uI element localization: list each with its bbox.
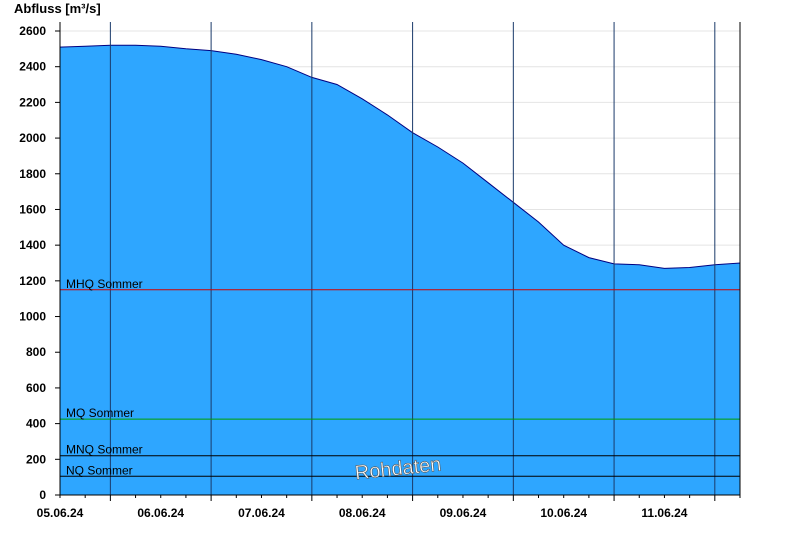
- y-tick-label: 400: [26, 417, 46, 431]
- reference-line-label: MQ Sommer: [66, 406, 134, 420]
- y-tick-label: 800: [26, 345, 46, 359]
- y-tick-label: 1000: [19, 310, 46, 324]
- y-tick-label: 1800: [19, 167, 46, 181]
- x-tick-label: 08.06.24: [339, 506, 386, 520]
- y-tick-label: 1600: [19, 202, 46, 216]
- day-separator-lines: [109, 22, 716, 495]
- y-tick-label: 2000: [19, 131, 46, 145]
- x-tick-label: 05.06.24: [37, 506, 84, 520]
- reference-line-label: MHQ Sommer: [66, 277, 143, 291]
- y-tick-label: 0: [39, 488, 46, 502]
- y-tick-label: 2600: [19, 24, 46, 38]
- y-tick-label: 1200: [19, 274, 46, 288]
- x-tick-label: 11.06.24: [641, 506, 687, 520]
- axes: [59, 22, 741, 496]
- reference-lines: MHQ Sommer MQ Sommer MNQ Sommer NQ Sommer: [60, 277, 740, 477]
- y-tick-label: 2400: [19, 60, 46, 74]
- x-ticks: 05.06.24 06.06.24 07.06.24 08.06.24 09.06.24…: [37, 495, 741, 520]
- reference-line-label: MNQ Sommer: [66, 443, 143, 457]
- x-tick-label: 06.06.24: [137, 506, 184, 520]
- y-tick-label: 200: [26, 452, 46, 466]
- y-tick-label: 2200: [19, 95, 46, 109]
- x-tick-label: 09.06.24: [440, 506, 487, 520]
- y-tick-label: 1400: [19, 238, 46, 252]
- y-tick-label: 600: [26, 381, 46, 395]
- x-tick-label: 10.06.24: [540, 506, 587, 520]
- x-tick-label: 07.06.24: [238, 506, 285, 520]
- reference-line-label: NQ Sommer: [66, 463, 133, 477]
- discharge-area: [59, 44, 741, 496]
- y-ticks: 0 200 400 600 800 1000 1200 1400 1600 1800 2000 220…: [19, 24, 60, 502]
- y-axis-title: Abfluss [m³/s]: [14, 1, 101, 16]
